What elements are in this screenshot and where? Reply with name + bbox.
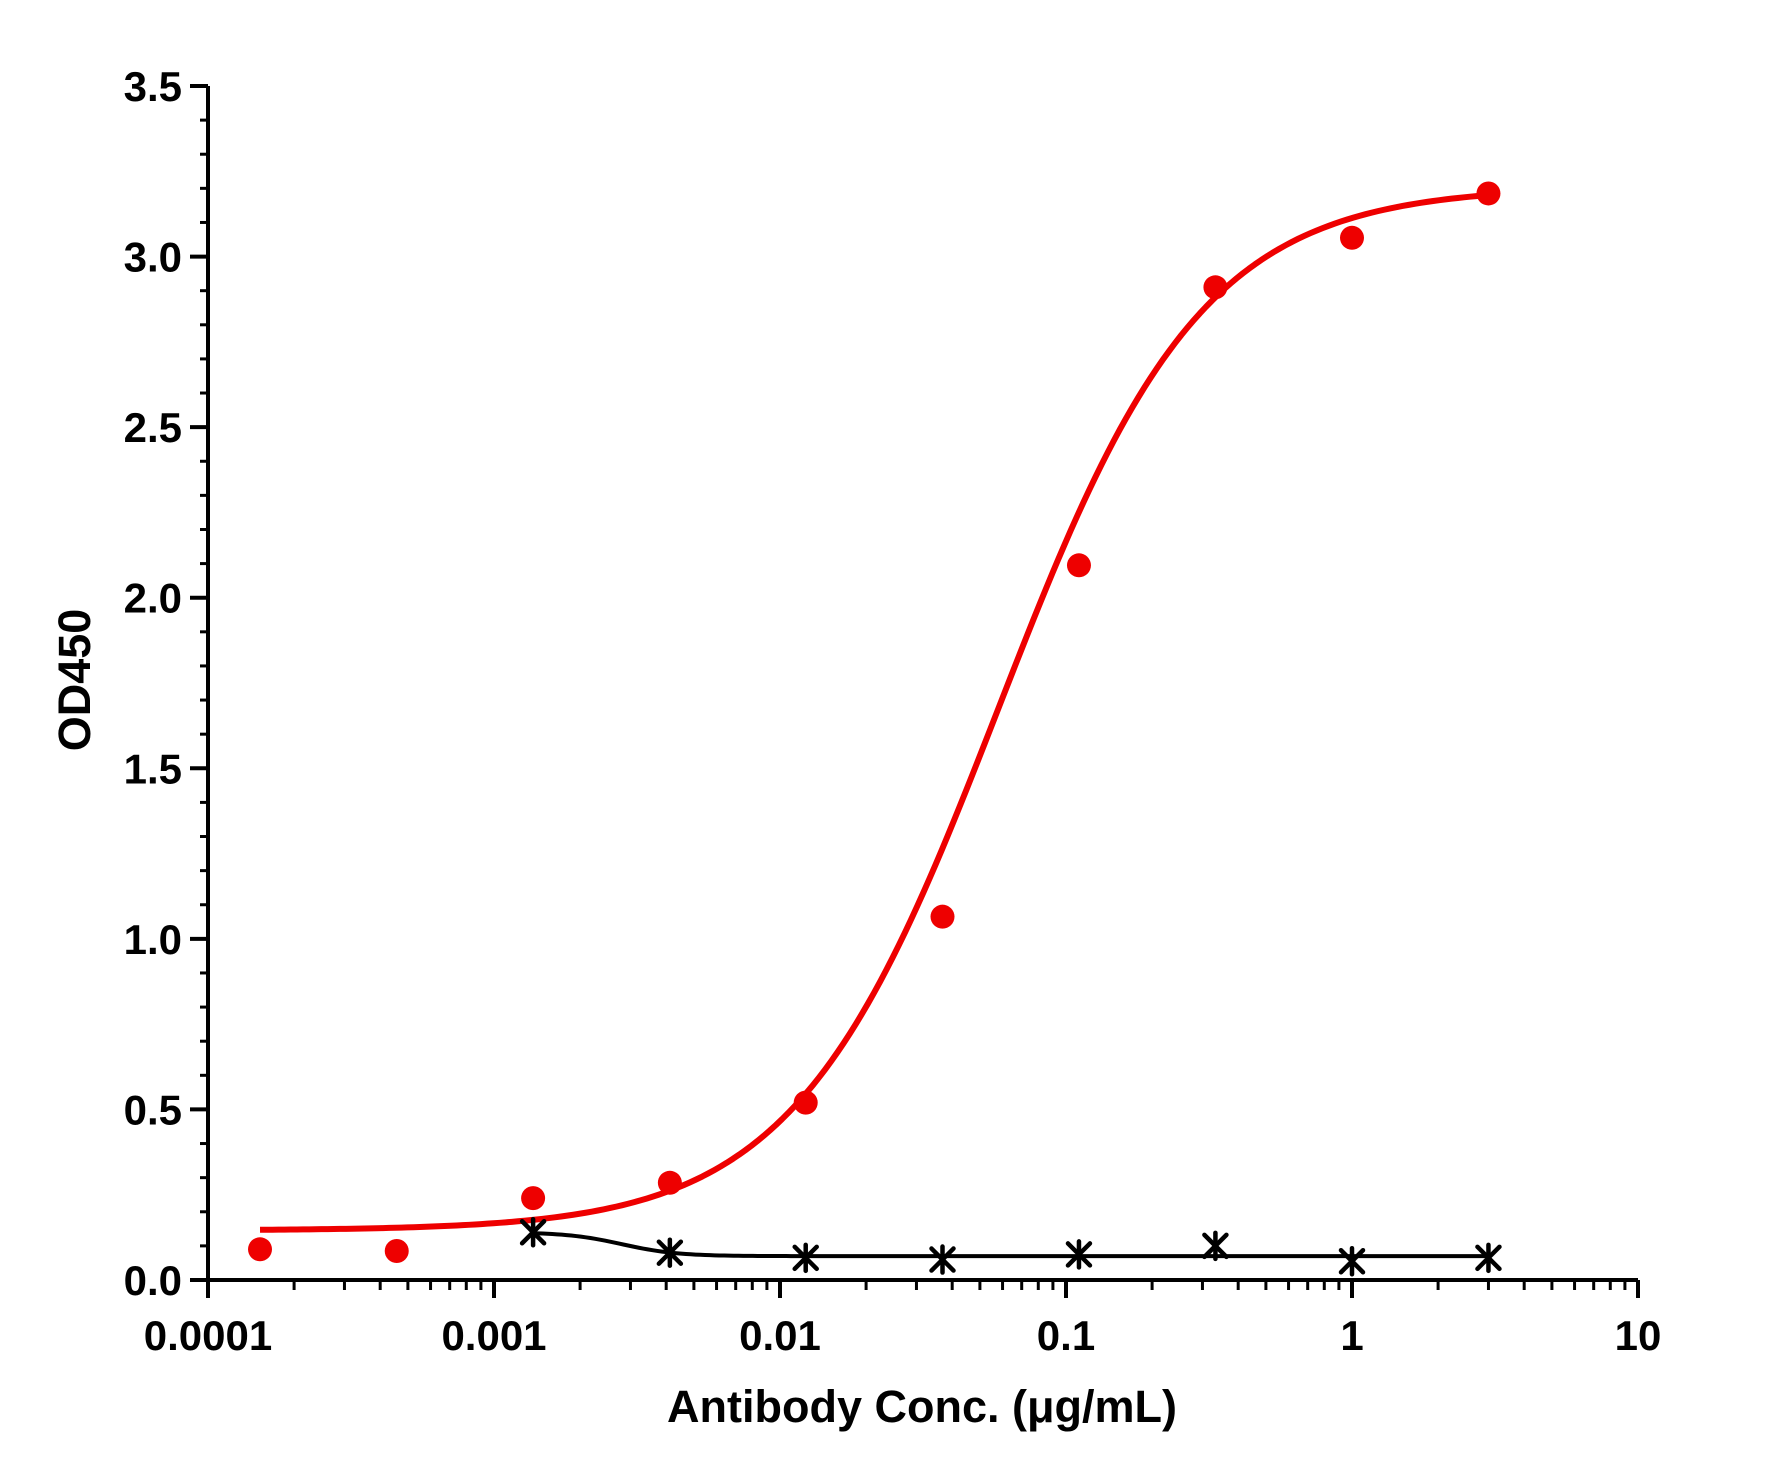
x-axis-title: Antibody Conc. (μg/mL)	[667, 1381, 1177, 1432]
x-tick-label: 0.0001	[144, 1312, 272, 1359]
y-tick-label: 1.0	[124, 916, 182, 963]
series-1-point	[521, 1186, 546, 1211]
y-tick-label: 2.5	[124, 404, 182, 451]
y-tick-label: 0.0	[124, 1257, 182, 1304]
x-tick-label: 0.1	[1037, 1312, 1095, 1359]
series-1-point	[1066, 553, 1091, 578]
fit-curves	[259, 192, 1489, 1259]
series-2-point	[1202, 1230, 1229, 1262]
series-1-point	[657, 1170, 682, 1195]
series-2-point	[519, 1216, 547, 1248]
series-1-point	[1340, 225, 1364, 250]
y-tick-label: 3.5	[124, 63, 182, 110]
series-1-point	[248, 1237, 273, 1262]
y-tick-label: 3.0	[124, 234, 182, 281]
y-tick-label: 0.5	[124, 1086, 182, 1133]
series-2-point	[792, 1242, 819, 1274]
y-axis-title: OD450	[49, 609, 100, 752]
x-tick-label: 0.001	[441, 1312, 546, 1359]
x-tick-label: 10	[1615, 1312, 1662, 1359]
axes	[206, 86, 1638, 1282]
data-points	[248, 181, 1502, 1277]
series-1-point	[1203, 275, 1228, 300]
series-2-point	[656, 1237, 684, 1268]
series-2-point	[929, 1244, 956, 1275]
series-1-point	[1476, 181, 1501, 206]
minor-ticks	[200, 118, 1627, 1290]
y-tick-label: 2.0	[124, 575, 182, 622]
x-tick-label: 0.01	[739, 1312, 821, 1359]
x-tick-label: 1	[1340, 1312, 1363, 1359]
series-1-point	[793, 1090, 818, 1115]
tick-labels: 0.0 0.5 1.0 1.5 2.0 2.5 3.0 3.5 0.0001 0.001 0.01 0…	[124, 63, 1662, 1359]
series-1-point	[930, 904, 955, 929]
series-1-point	[384, 1239, 409, 1264]
series-2-point	[1475, 1242, 1502, 1274]
fit-curve-1	[259, 192, 1489, 1233]
fit-curve-2	[533, 1231, 1489, 1259]
series-2-point	[1065, 1239, 1093, 1270]
series-2-point	[1338, 1245, 1366, 1277]
major-ticks	[190, 84, 1640, 1298]
y-tick-label: 1.5	[124, 745, 182, 792]
